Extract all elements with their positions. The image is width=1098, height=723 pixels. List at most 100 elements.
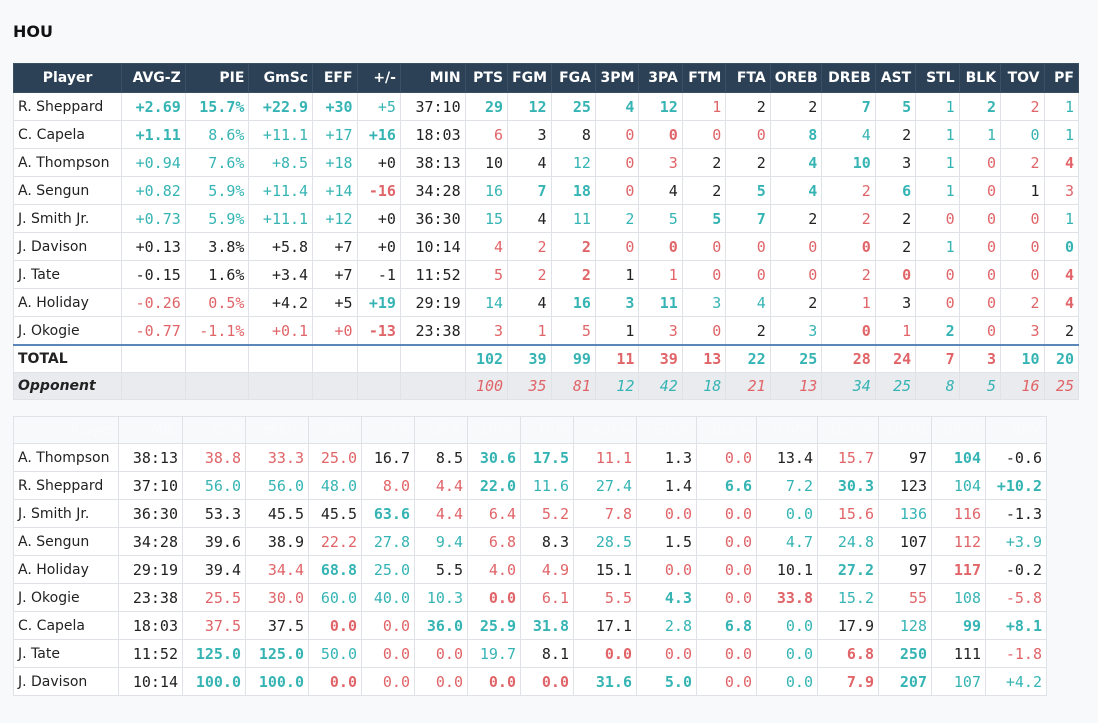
player-name[interactable]: J. Tate <box>13 639 119 668</box>
player-name[interactable]: A. Holiday <box>12 288 123 317</box>
stat-cell: 1 <box>958 120 1002 149</box>
stat-cell: 112 <box>931 527 986 556</box>
stat-cell: 0 <box>1000 232 1045 261</box>
player-name[interactable]: R. Sheppard <box>12 92 123 121</box>
player-name[interactable]: A. Holiday <box>13 555 119 584</box>
column-header-player[interactable]: Player <box>12 63 123 93</box>
stat-cell: 7 <box>821 92 876 121</box>
stat-cell: 4 <box>769 148 823 177</box>
adv-column-header-blk[interactable]: BLK% <box>696 416 757 444</box>
stat-cell: 0.5% <box>184 288 250 317</box>
player-name[interactable]: J. Davison <box>13 667 119 696</box>
total-stat-cell: 22 <box>725 344 771 373</box>
stat-cell: +4.2 <box>248 288 314 317</box>
adv-column-header-3par[interactable]: 3PAr <box>308 416 362 444</box>
column-header-min[interactable]: MIN <box>399 63 466 93</box>
stat-cell: +11.1 <box>248 120 314 149</box>
stat-cell: 1.5 <box>636 527 697 556</box>
player-name[interactable]: C. Capela <box>12 120 123 149</box>
column-header-tov[interactable]: TOV <box>1000 63 1045 93</box>
stat-cell: 1 <box>594 260 640 289</box>
column-header-oreb[interactable]: OREB <box>769 63 823 93</box>
player-name[interactable]: A. Thompson <box>12 148 123 177</box>
column-header-ast[interactable]: AST <box>874 63 917 93</box>
player-name[interactable]: J. Smith Jr. <box>13 499 119 528</box>
stat-cell: 29 <box>464 92 509 121</box>
column-header-dreb[interactable]: DREB <box>821 63 876 93</box>
stat-cell: 2 <box>821 176 876 205</box>
stat-cell: 2 <box>550 260 596 289</box>
stat-cell: 125.0 <box>245 639 309 668</box>
column-header-ftm[interactable]: FTM <box>681 63 727 93</box>
adv-column-header-min[interactable]: MIN <box>118 416 183 444</box>
stat-cell: 1.4 <box>636 471 697 500</box>
adv-column-header-ftr[interactable]: FTr <box>361 416 415 444</box>
column-header-gmsc[interactable]: GmSc <box>248 63 314 93</box>
stat-cell: 11.6 <box>520 471 574 500</box>
column-header-avg-z[interactable]: AVG-Z <box>121 63 186 93</box>
column-header-fta[interactable]: FTA <box>725 63 771 93</box>
total-stat-cell: 39 <box>638 344 683 373</box>
stat-cell: 97 <box>878 555 932 584</box>
adv-column-header-player[interactable]: Player <box>13 416 119 444</box>
column-header-fga[interactable]: FGA <box>550 63 596 93</box>
stat-cell: 31.6 <box>573 667 637 696</box>
stat-cell: 0 <box>769 260 823 289</box>
stat-cell: 3 <box>594 288 640 317</box>
adv-column-header-tov[interactable]: TOV% <box>756 416 818 444</box>
stat-cell: 0.0 <box>636 555 697 584</box>
column-header-eff[interactable]: EFF <box>312 63 358 93</box>
adv-column-header-dr[interactable]: DR% <box>467 416 521 444</box>
stat-cell: 34:28 <box>118 527 183 556</box>
player-name[interactable]: J. Okogie <box>12 316 123 346</box>
adv-column-header-drtg[interactable]: DRTG <box>931 416 986 444</box>
player-name[interactable]: J. Davison <box>12 232 123 261</box>
opponent-stat-cell: 5 <box>958 372 1002 400</box>
stat-cell: 10 <box>464 148 509 177</box>
column-header-3pa[interactable]: 3PA <box>638 63 683 93</box>
stat-cell: 0 <box>725 120 771 149</box>
column-header-3pm[interactable]: 3PM <box>594 63 640 93</box>
stat-cell: 0 <box>958 316 1002 346</box>
stat-cell: 1 <box>1043 204 1079 233</box>
player-name[interactable]: A. Sengun <box>12 176 123 205</box>
stat-cell: 207 <box>878 667 932 696</box>
adv-column-header-tr[interactable]: TR% <box>520 416 574 444</box>
player-name[interactable]: C. Capela <box>13 611 119 640</box>
stat-cell: 4 <box>1043 148 1079 177</box>
column-header-pie[interactable]: PIE <box>184 63 250 93</box>
stat-cell: 6 <box>464 120 509 149</box>
adv-column-header-ast[interactable]: AST% <box>573 416 637 444</box>
column-header-plus-minus[interactable]: +/- <box>356 63 401 93</box>
empty-cell <box>356 372 401 400</box>
column-header-fgm[interactable]: FGM <box>507 63 552 93</box>
adv-column-header-usg[interactable]: USG% <box>817 416 879 444</box>
adv-column-header-efg[interactable]: eFG% <box>245 416 309 444</box>
stat-cell: 0.0 <box>696 667 757 696</box>
adv-column-header-bpm[interactable]: BPM <box>985 416 1047 444</box>
player-name[interactable]: A. Sengun <box>13 527 119 556</box>
adv-column-header-ortg[interactable]: ORTG <box>878 416 932 444</box>
stat-cell: 0 <box>769 232 823 261</box>
stat-cell: 4.7 <box>756 527 818 556</box>
stat-cell: 4 <box>725 288 771 317</box>
stat-cell: -1.1% <box>184 316 250 346</box>
player-name[interactable]: A. Thompson <box>13 443 119 472</box>
adv-column-header-stl[interactable]: STL% <box>636 416 697 444</box>
stat-cell: 2 <box>915 316 960 346</box>
stat-cell: 0 <box>915 260 960 289</box>
column-header-blk[interactable]: BLK <box>958 63 1002 93</box>
empty-cell <box>312 344 358 373</box>
player-name[interactable]: J. Tate <box>12 260 123 289</box>
adv-column-header-or[interactable]: OR% <box>414 416 468 444</box>
player-name[interactable]: J. Okogie <box>13 583 119 612</box>
adv-column-header-ts[interactable]: TS% <box>182 416 246 444</box>
player-name[interactable]: R. Sheppard <box>13 471 119 500</box>
column-header-pts[interactable]: PTS <box>464 63 509 93</box>
column-header-stl[interactable]: STL <box>915 63 960 93</box>
opponent-stat-cell: 35 <box>507 372 552 400</box>
stat-cell: 37.5 <box>182 611 246 640</box>
stat-cell: 0.0 <box>573 639 637 668</box>
player-name[interactable]: J. Smith Jr. <box>12 204 123 233</box>
column-header-pf[interactable]: PF <box>1043 63 1079 93</box>
